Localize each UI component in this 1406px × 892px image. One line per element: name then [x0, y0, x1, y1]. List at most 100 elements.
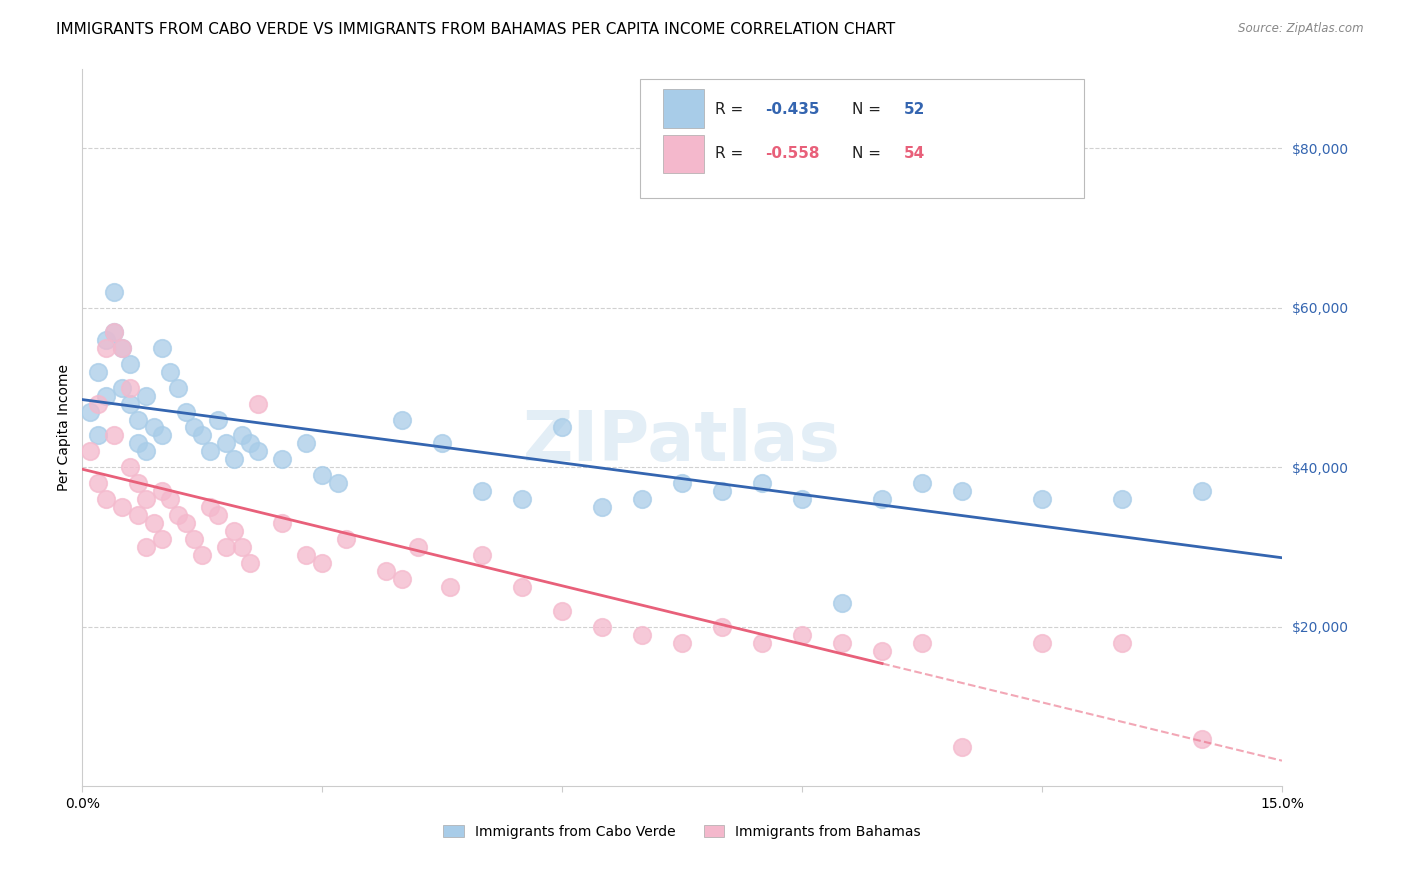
Point — [328, 476, 350, 491]
Point — [103, 428, 125, 442]
Point — [551, 604, 574, 618]
Point — [135, 540, 157, 554]
Point — [239, 436, 262, 450]
Point — [159, 492, 181, 507]
Point — [191, 428, 214, 442]
Point — [200, 500, 222, 515]
Point — [271, 452, 294, 467]
Text: R =: R = — [714, 102, 748, 117]
Point — [143, 420, 166, 434]
Point — [311, 468, 333, 483]
Point — [335, 532, 357, 546]
Point — [207, 508, 229, 523]
Text: -0.558: -0.558 — [765, 146, 820, 161]
Text: IMMIGRANTS FROM CABO VERDE VS IMMIGRANTS FROM BAHAMAS PER CAPITA INCOME CORRELAT: IMMIGRANTS FROM CABO VERDE VS IMMIGRANTS… — [56, 22, 896, 37]
Point — [295, 436, 318, 450]
Point — [120, 381, 142, 395]
Point — [911, 476, 934, 491]
Point — [831, 596, 853, 610]
Point — [591, 620, 613, 634]
Point — [215, 436, 238, 450]
Point — [174, 516, 197, 531]
Point — [1191, 484, 1213, 499]
Text: N =: N = — [852, 102, 886, 117]
Point — [831, 636, 853, 650]
Point — [1191, 731, 1213, 746]
Point — [671, 476, 693, 491]
Point — [96, 341, 118, 355]
Point — [167, 381, 190, 395]
Point — [247, 444, 270, 458]
Point — [135, 444, 157, 458]
Point — [271, 516, 294, 531]
Point — [215, 540, 238, 554]
Point — [87, 365, 110, 379]
Point — [127, 412, 149, 426]
Point — [103, 285, 125, 299]
Point — [471, 548, 494, 562]
Point — [711, 620, 734, 634]
Point — [870, 492, 893, 507]
Point — [174, 404, 197, 418]
Point — [231, 540, 253, 554]
Text: -0.435: -0.435 — [765, 102, 820, 117]
Point — [439, 580, 461, 594]
Point — [1111, 636, 1133, 650]
Point — [103, 325, 125, 339]
Point — [631, 628, 654, 642]
Point — [911, 636, 934, 650]
Text: 54: 54 — [904, 146, 925, 161]
Point — [111, 381, 134, 395]
Point — [510, 492, 533, 507]
Legend: Immigrants from Cabo Verde, Immigrants from Bahamas: Immigrants from Cabo Verde, Immigrants f… — [437, 819, 927, 844]
Point — [751, 476, 773, 491]
Point — [471, 484, 494, 499]
Point — [711, 484, 734, 499]
Point — [96, 388, 118, 402]
Point — [111, 500, 134, 515]
Point — [1031, 636, 1053, 650]
Point — [183, 532, 205, 546]
Point — [127, 508, 149, 523]
Point — [870, 644, 893, 658]
Point — [191, 548, 214, 562]
Point — [224, 452, 246, 467]
Point — [150, 484, 173, 499]
Text: R =: R = — [714, 146, 748, 161]
Point — [167, 508, 190, 523]
Point — [150, 341, 173, 355]
Point — [432, 436, 454, 450]
Point — [87, 476, 110, 491]
Point — [231, 428, 253, 442]
Point — [120, 357, 142, 371]
Point — [135, 388, 157, 402]
Point — [127, 476, 149, 491]
Point — [406, 540, 429, 554]
Point — [790, 492, 813, 507]
Point — [183, 420, 205, 434]
Point — [150, 532, 173, 546]
Point — [391, 572, 413, 586]
FancyBboxPatch shape — [640, 79, 1084, 198]
Point — [1031, 492, 1053, 507]
Point — [224, 524, 246, 538]
Point — [200, 444, 222, 458]
Point — [111, 341, 134, 355]
Point — [751, 636, 773, 650]
Text: Source: ZipAtlas.com: Source: ZipAtlas.com — [1239, 22, 1364, 36]
Point — [143, 516, 166, 531]
Point — [96, 333, 118, 347]
Point — [295, 548, 318, 562]
Point — [239, 556, 262, 570]
FancyBboxPatch shape — [664, 135, 704, 173]
Y-axis label: Per Capita Income: Per Capita Income — [58, 364, 72, 491]
Text: ZIPatlas: ZIPatlas — [523, 409, 841, 475]
Point — [631, 492, 654, 507]
Point — [671, 636, 693, 650]
Point — [150, 428, 173, 442]
Point — [591, 500, 613, 515]
Point — [950, 484, 973, 499]
Point — [1111, 492, 1133, 507]
Point — [551, 420, 574, 434]
Point — [159, 365, 181, 379]
